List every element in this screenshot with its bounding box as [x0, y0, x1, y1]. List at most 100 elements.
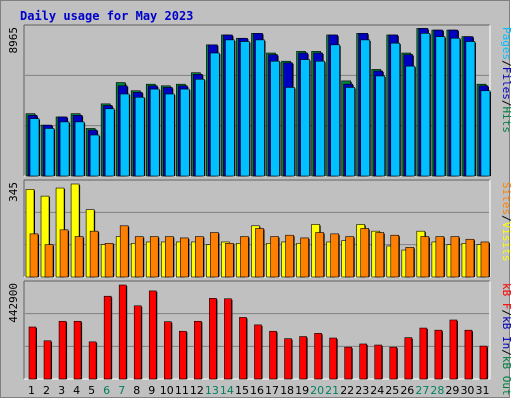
sites-bar [149, 236, 159, 278]
panel-1-max-label: 8965 [7, 27, 20, 54]
kb-bar [374, 344, 383, 380]
pages-bar [270, 60, 280, 177]
pages-bar [44, 128, 55, 177]
day-label: 2 [43, 384, 50, 397]
sites-bar [480, 241, 490, 278]
day-label: 14 [220, 384, 234, 397]
pages-bar [119, 93, 130, 177]
day-label: 8 [133, 384, 140, 397]
day-label: 29 [445, 384, 459, 397]
day-label: 1 [28, 384, 35, 397]
day-label: 20 [310, 384, 324, 397]
sites-bar [225, 243, 234, 278]
sites-bar [44, 244, 54, 278]
kb-bar [224, 298, 232, 380]
kb-bar [449, 319, 458, 380]
legend-entry: / [500, 310, 512, 317]
sites-bar [240, 236, 249, 278]
kb-bar [299, 336, 307, 380]
panel-2-legend: Sites/Visits [500, 182, 512, 262]
kb-bar [269, 330, 277, 380]
sites-bar [435, 236, 445, 278]
day-label: 3 [58, 384, 65, 397]
kb-bar [404, 337, 413, 380]
pages-bar [74, 121, 85, 177]
legend-entry: / [500, 349, 512, 356]
kb-bar [118, 284, 127, 380]
day-label: 7 [118, 384, 125, 397]
sites-bar [134, 236, 144, 278]
sites-bar [375, 232, 385, 278]
pages-bar [390, 42, 401, 177]
kb-bar [133, 305, 142, 380]
legend-entry: / [500, 100, 512, 107]
kb-bar [434, 329, 443, 380]
pages-bar [149, 88, 160, 177]
sites-bar [164, 236, 174, 278]
day-label: 15 [235, 384, 249, 397]
sites-bar [315, 232, 324, 278]
pages-bar [59, 121, 70, 177]
kb-bar [314, 333, 322, 380]
pages-bar [420, 33, 431, 177]
day-label: 17 [265, 384, 279, 397]
kb-bar [389, 346, 398, 380]
kb-bar [103, 295, 112, 380]
pages-bar [450, 37, 461, 177]
pages-bar [164, 93, 175, 177]
legend-entry: kB F [500, 283, 512, 310]
kb-bar [254, 324, 262, 380]
kb-bar [419, 327, 428, 380]
day-label: 6 [103, 384, 110, 397]
kb-bar [479, 345, 488, 380]
legend-entry: kB Out [500, 356, 512, 396]
sites-bar [360, 228, 370, 278]
kb-bar [359, 343, 368, 380]
pages-bar [29, 118, 40, 177]
sites-bar [300, 237, 309, 278]
sites-bar [330, 233, 339, 278]
day-label: 10 [160, 384, 174, 397]
kb-bar [239, 317, 247, 380]
legend-entry: / [500, 215, 512, 222]
day-label: 27 [415, 384, 429, 397]
sites-bar [29, 233, 39, 278]
pages-bar [210, 52, 220, 177]
legend-entry: Hits [500, 107, 512, 134]
sites-bar [465, 238, 475, 278]
sites-bar [74, 236, 84, 278]
day-label: 9 [148, 384, 155, 397]
panel-2-max-label: 345 [7, 182, 20, 202]
legend-entry: Visits [500, 222, 512, 262]
sites-bar [119, 225, 129, 278]
pages-bar [134, 96, 145, 177]
sites-bar [390, 234, 400, 278]
kb-bar [209, 298, 217, 380]
sites-bar [210, 232, 219, 278]
sites-bar [285, 234, 294, 278]
kb-bar [88, 341, 97, 380]
kb-bar [284, 338, 292, 380]
sites-bar [270, 236, 279, 278]
kb-bar [194, 320, 202, 380]
day-label: 28 [430, 384, 444, 397]
pages-bar [405, 65, 416, 177]
panel-3-legend: kB F/kB In/kB Out [500, 283, 512, 396]
kb-bar [329, 337, 337, 380]
pages-bar [225, 39, 235, 177]
chart-title: Daily usage for May 2023 [20, 9, 194, 23]
pages-bar [375, 75, 386, 177]
day-label: 5 [88, 384, 95, 397]
legend-entry: / [500, 60, 512, 67]
legend-entry: Pages [500, 27, 512, 60]
panel-1-legend: Pages/Files/Hits [500, 27, 512, 133]
day-label: 31 [475, 384, 489, 397]
day-label: 16 [250, 384, 264, 397]
legend-entry: Sites [500, 182, 512, 215]
sites-bar [450, 236, 460, 278]
kb-bar [344, 346, 352, 380]
kb-bar [43, 340, 52, 380]
pages-bar [89, 134, 100, 177]
pages-bar [480, 90, 491, 177]
sites-bar [405, 247, 415, 278]
